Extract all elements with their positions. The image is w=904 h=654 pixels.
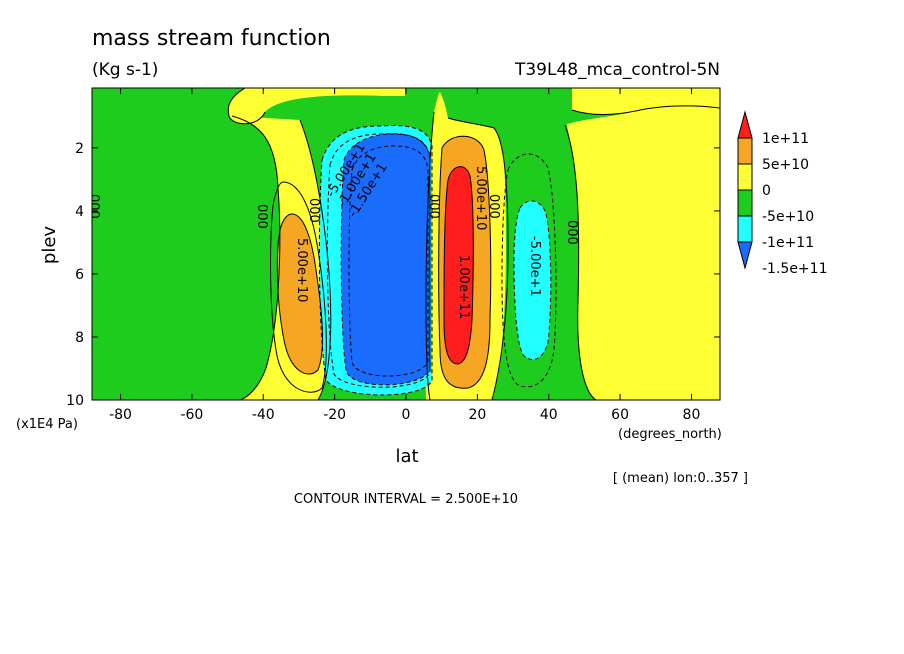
- colorbar-bottom-arrow: [737, 241, 753, 270]
- y-tick-label: 10: [66, 393, 84, 409]
- experiment-label: T39L48_mca_control-5N: [514, 60, 720, 80]
- y-axis: 2 4 6 8 10: [66, 141, 720, 409]
- x-tick-label: 0: [402, 407, 411, 423]
- colorbar-top-arrow: [737, 110, 753, 139]
- x-tick-label: -20: [323, 407, 346, 423]
- contour-label: 000: [486, 194, 501, 219]
- field-southern-cell-core: [277, 214, 323, 375]
- x-tick-label: -60: [180, 407, 203, 423]
- contour-label: 000: [306, 198, 321, 223]
- colorbar-label: 1e+11: [762, 131, 809, 147]
- contour-label: 000: [86, 194, 101, 219]
- x-tick-label: -80: [109, 407, 132, 423]
- contour-lines: [92, 88, 720, 400]
- colorbar-box: [737, 215, 753, 243]
- colorbar-label: -1.5e+11: [762, 261, 827, 277]
- field-northern-hadley-core: [444, 166, 474, 364]
- x-tick-label: -40: [252, 407, 275, 423]
- chart-title: mass stream function: [92, 26, 331, 51]
- contour-label: 5.00e+10: [473, 166, 488, 230]
- x-tick-label: 20: [468, 407, 486, 423]
- negative-contours: [318, 125, 557, 396]
- plot-area: 5.00e+10 -5.00e+1 -1.00e+1 -1.50e+1 5.00…: [86, 87, 721, 401]
- field-northern-ferrel-core: [514, 200, 551, 360]
- colorbar-box: [737, 163, 753, 191]
- average-note: [ (mean) lon:0..357 ]: [613, 471, 748, 486]
- x-axis-title: lat: [395, 446, 418, 467]
- field-southern-hadley-core: [341, 134, 430, 385]
- y-tick-label: 4: [75, 204, 84, 220]
- y-tick-label: 6: [75, 267, 84, 283]
- colorbar-label: 5e+10: [762, 157, 809, 173]
- x-tick-label: 40: [540, 407, 558, 423]
- contour-interval-note: CONTOUR INTERVAL = 2.500E+10: [294, 492, 518, 507]
- x-units-label: (degrees_north): [618, 427, 722, 442]
- colorbar-box: [737, 137, 753, 165]
- colorbar-label: -5e+10: [762, 209, 814, 225]
- colorbar-label: -1e+11: [762, 235, 814, 251]
- x-axis: -80 -60 -40 -20 0 20 40 60 80: [109, 88, 700, 423]
- y-units-label: (x1E4 Pa): [16, 417, 78, 432]
- contour-label: 000: [564, 220, 579, 245]
- colorbar-label: 0: [762, 183, 771, 199]
- field-right-positive: [565, 104, 720, 400]
- field-upper-left-positive: [92, 88, 405, 124]
- colorbar: 1e+11 5e+10 0 -5e+10 -1e+11 -1.5e+11: [737, 110, 827, 277]
- y-tick-label: 8: [75, 330, 84, 346]
- contour-label: 000: [254, 204, 269, 229]
- contour-label: 1.00e+11: [456, 255, 471, 319]
- contour-label: 000: [426, 194, 441, 219]
- field-upper-right-positive: [572, 88, 720, 115]
- chart-units: (Kg s-1): [92, 60, 158, 80]
- x-tick-label: 60: [611, 407, 629, 423]
- contour-label: -5.00e+1: [527, 236, 542, 297]
- y-axis-title: plev: [39, 226, 60, 265]
- contour-label: 5.00e+10: [294, 238, 309, 302]
- y-tick-label: 2: [75, 141, 84, 157]
- colorbar-box: [737, 189, 753, 217]
- x-tick-label: 80: [683, 407, 701, 423]
